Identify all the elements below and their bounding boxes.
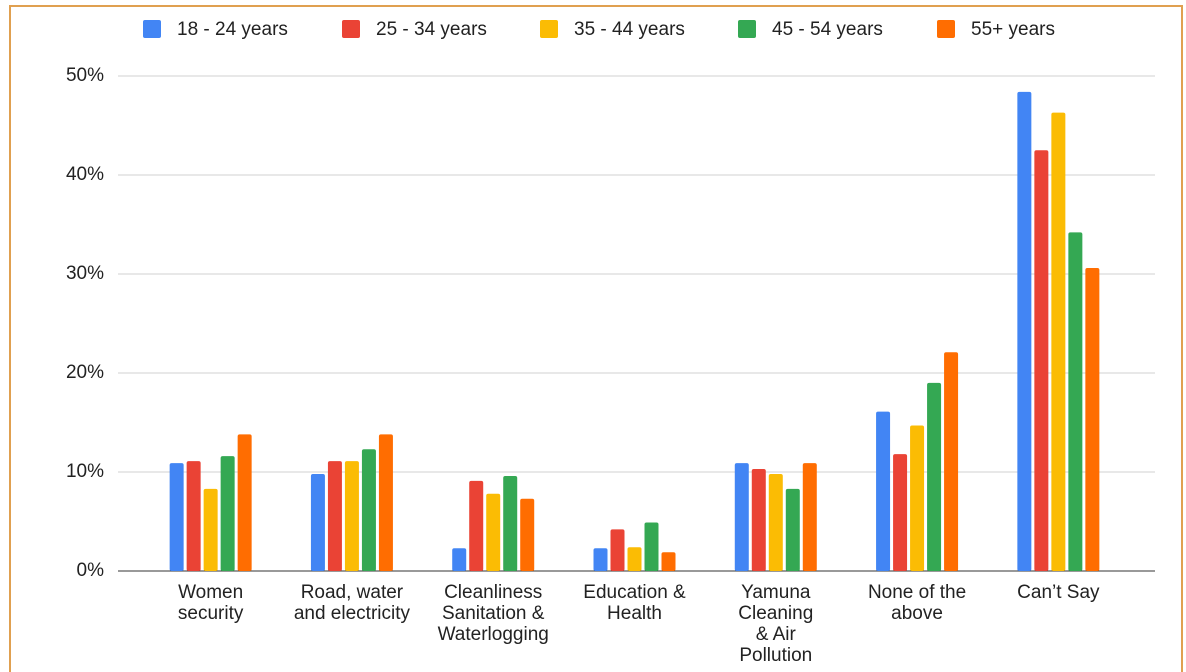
bar [310, 473, 325, 571]
bar [734, 463, 749, 571]
y-tick-label: 30% [66, 263, 104, 284]
legend-label: 25 - 34 years [376, 19, 487, 40]
x-tick-label: Cleanliness Sanitation & Waterlogging [437, 582, 549, 645]
bar [1085, 268, 1100, 571]
y-tick-label: 50% [66, 65, 104, 86]
bar [802, 463, 817, 571]
bar [203, 488, 218, 571]
bar [610, 529, 625, 571]
bar [1034, 150, 1049, 571]
bar [751, 469, 766, 571]
bar [768, 473, 783, 571]
bar [361, 449, 376, 571]
bar [785, 488, 800, 571]
legend-swatch [738, 20, 756, 38]
legend-label: 35 - 44 years [574, 19, 685, 40]
x-tick-label: Women security [177, 582, 244, 624]
x-tick-label: Can’t Say [1017, 582, 1100, 603]
bar [486, 493, 501, 571]
x-tick-label: Yamuna Cleaning & Air Pollution [738, 582, 814, 666]
bar [1051, 112, 1066, 571]
legend-label: 18 - 24 years [177, 19, 288, 40]
x-tick-label: None of the above [867, 582, 967, 624]
bar [378, 434, 393, 571]
bar [644, 522, 659, 571]
bar [344, 461, 359, 571]
bar [169, 463, 184, 571]
bar [627, 547, 642, 571]
bar [220, 456, 235, 571]
bar [910, 425, 925, 571]
bar [661, 552, 676, 571]
legend-label: 55+ years [971, 19, 1055, 40]
legend-swatch [143, 20, 161, 38]
bar [237, 434, 252, 571]
bar [893, 454, 908, 571]
y-tick-label: 10% [66, 461, 104, 482]
bar [520, 498, 535, 571]
y-tick-label: 0% [77, 560, 105, 581]
bar [327, 461, 342, 571]
y-tick-label: 20% [66, 362, 104, 383]
bar [876, 411, 891, 571]
bar [927, 382, 942, 571]
frame [9, 5, 1183, 672]
bar [944, 352, 959, 571]
bar [1017, 91, 1032, 571]
bar [1068, 232, 1083, 572]
x-tick-label: Education & Health [583, 582, 686, 624]
x-tick-label: Road, water and electricity [293, 582, 410, 624]
bar [452, 548, 467, 571]
legend-swatch [342, 20, 360, 38]
y-tick-label: 40% [66, 164, 104, 185]
bar [469, 480, 484, 571]
bar [503, 475, 518, 571]
legend-label: 45 - 54 years [772, 19, 883, 40]
legend-swatch [540, 20, 558, 38]
bar [186, 461, 201, 571]
bar [593, 548, 608, 571]
legend-swatch [937, 20, 955, 38]
